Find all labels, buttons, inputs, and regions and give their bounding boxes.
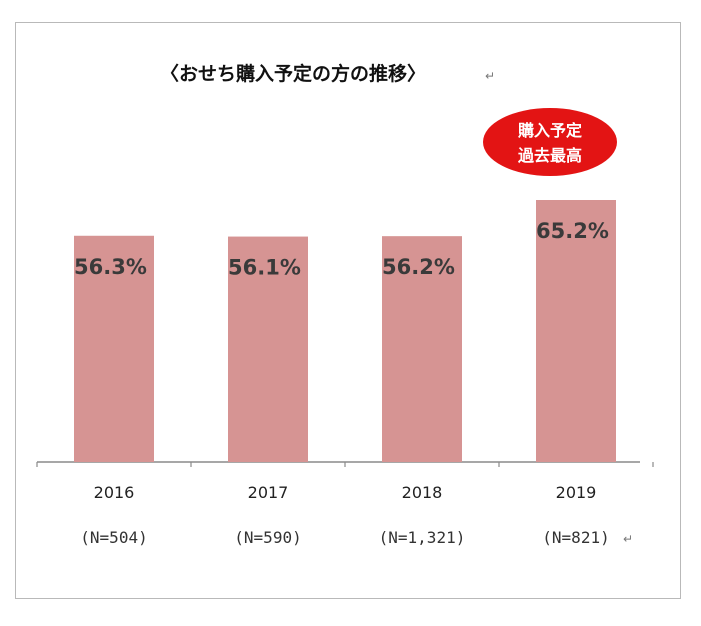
value-label-2016: 56.3% — [74, 255, 147, 279]
bar-2017 — [228, 236, 308, 462]
bar-2016 — [74, 235, 154, 462]
chart-title: 〈おせち購入予定の方の推移〉 — [160, 62, 426, 85]
return-mark: ↵ — [485, 69, 495, 83]
label-group: 56.3% 2016 (N=504) 56.1% 2017 (N=590) 56.2% 201… — [74, 219, 610, 547]
bar-2019 — [536, 200, 616, 462]
year-label-2017: 2017 — [248, 483, 289, 502]
badge-line-2: 過去最高 — [517, 146, 582, 165]
sample-size-2018: (N=1,321) — [379, 528, 466, 547]
badge-line-1: 購入予定 — [517, 121, 582, 140]
tick-group — [36, 462, 654, 467]
record-high-badge: 購入予定 過去最高 — [483, 108, 617, 176]
value-label-2017: 56.1% — [228, 256, 301, 280]
bar-group — [74, 200, 616, 462]
year-label-2019: 2019 — [556, 483, 597, 502]
value-label-2019: 65.2% — [536, 219, 609, 243]
year-label-2018: 2018 — [402, 483, 443, 502]
sample-size-2016: (N=504) — [80, 528, 147, 547]
sample-size-2017: (N=590) — [234, 528, 301, 547]
value-label-2018: 56.2% — [382, 255, 455, 279]
bar-2018 — [382, 236, 462, 462]
return-mark: ↵ — [623, 532, 633, 546]
year-label-2016: 2016 — [94, 483, 135, 502]
badge-ellipse — [483, 108, 617, 176]
sample-size-2019: (N=821) — [542, 528, 609, 547]
